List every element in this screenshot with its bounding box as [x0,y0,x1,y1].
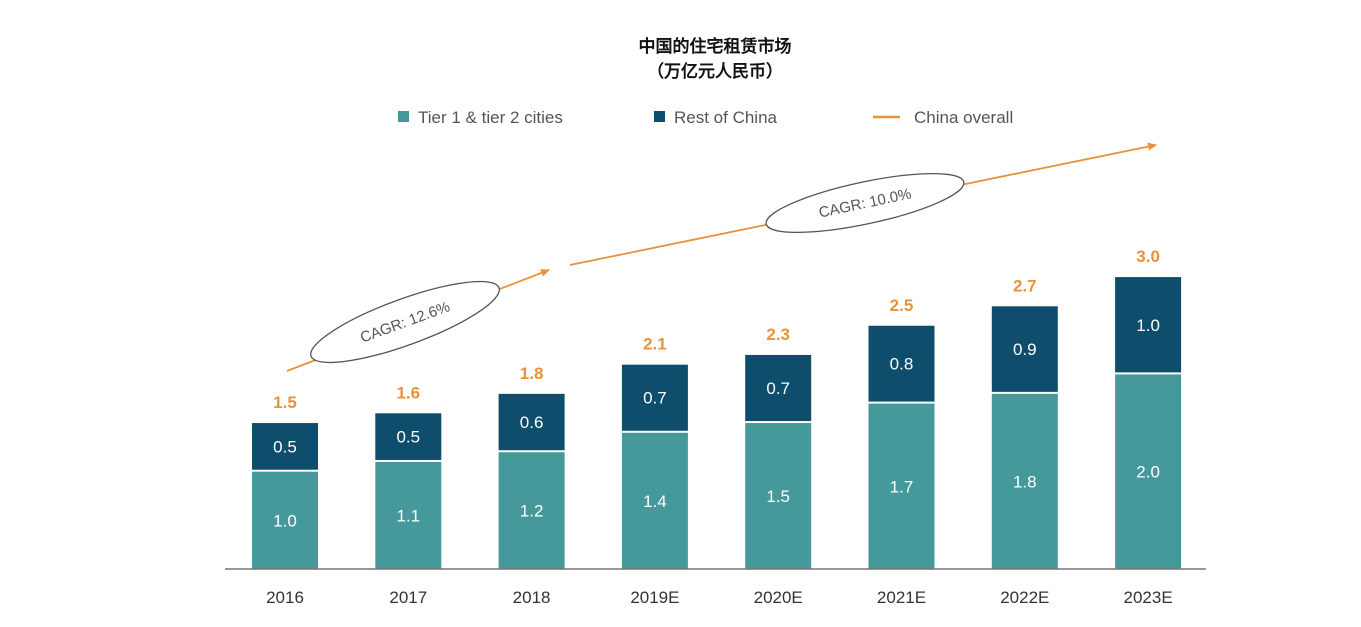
x-tick-label: 2017 [389,588,427,607]
bars-layer [252,277,1182,569]
bar-segment-rest-of-china-2020E [745,354,812,422]
segment-value-label: 0.6 [520,413,544,432]
x-tick-label: 2018 [513,588,551,607]
chart-title: 中国的住宅租赁市场 [639,36,792,57]
legend-label-rest-of-china: Rest of China [674,108,778,127]
bar-segment-tier1-tier2-2017 [375,461,442,569]
total-value-label: 2.3 [766,325,790,344]
segment-value-label: 0.7 [766,379,790,398]
bar-segment-tier1-tier2-2023E [1115,374,1182,569]
bar-segment-tier1-tier2-2016 [252,471,318,569]
legend: Tier 1 & tier 2 cities Rest of China Chi… [398,108,1013,127]
x-tick-label: 2019E [630,588,679,607]
bar-segment-tier1-tier2-2019E [621,432,688,569]
segment-value-label: 2.0 [1136,463,1160,482]
total-value-label: 1.6 [396,383,420,402]
legend-swatch-tier1-tier2 [398,111,409,122]
segment-value-label: 0.9 [1013,340,1037,359]
legend-label-tier1-tier2: Tier 1 & tier 2 cities [418,108,563,127]
cagr-ellipse-1 [310,280,500,364]
segment-value-label: 1.4 [643,492,667,511]
bar-segment-rest-of-china-2018 [498,393,565,451]
segment-value-label: 1.5 [766,487,790,506]
bar-segment-tier1-tier2-2021E [868,403,935,569]
segment-value-label: 0.5 [273,437,297,456]
segment-value-label: 1.7 [890,477,914,496]
bar-segment-rest-of-china-2017 [375,413,442,460]
total-value-label: 3.0 [1136,247,1160,266]
bar-segment-tier1-tier2-2018 [498,452,565,569]
cagr-ellipse-2 [765,172,965,234]
chart-subtitle: （万亿元人民币） [647,61,783,82]
segment-value-label: 1.2 [520,502,544,521]
segment-value-label: 1.0 [1136,316,1160,335]
segment-value-label: 1.0 [273,511,297,530]
legend-label-china-overall: China overall [914,108,1013,127]
legend-swatch-rest-of-china [654,111,665,122]
bar-segment-rest-of-china-2022E [991,306,1058,392]
segment-value-label: 0.8 [890,355,914,374]
bar-segment-rest-of-china-2019E [621,364,688,431]
total-value-label: 2.1 [643,335,667,354]
labels-layer: 1.0 0.5 1.5 2016 1.1 0.5 1.6 2017 1.2 0.6 1.8 2018 1… [266,247,1173,607]
bar-segment-rest-of-china-2021E [868,325,935,402]
total-value-label: 1.8 [520,364,544,383]
x-tick-label: 2016 [266,588,304,607]
total-value-label: 2.5 [890,296,914,315]
cagr-callout-2: CAGR: 10.0% [765,172,965,234]
segment-value-label: 1.8 [1013,472,1037,491]
x-tick-label: 2021E [877,588,926,607]
bar-segment-rest-of-china-2016 [252,423,318,470]
x-tick-label: 2022E [1000,588,1049,607]
segment-value-label: 0.5 [396,428,420,447]
bar-segment-tier1-tier2-2020E [745,423,812,569]
cagr-callout-1: CAGR: 12.6% [310,280,500,364]
x-tick-label: 2023E [1124,588,1173,607]
x-tick-label: 2020E [754,588,803,607]
total-value-label: 2.7 [1013,276,1037,295]
segment-value-label: 0.7 [643,389,667,408]
bar-segment-rest-of-china-2023E [1115,277,1182,373]
total-value-label: 1.5 [273,393,297,412]
bar-segment-tier1-tier2-2022E [991,393,1058,569]
segment-value-label: 1.1 [396,506,420,525]
